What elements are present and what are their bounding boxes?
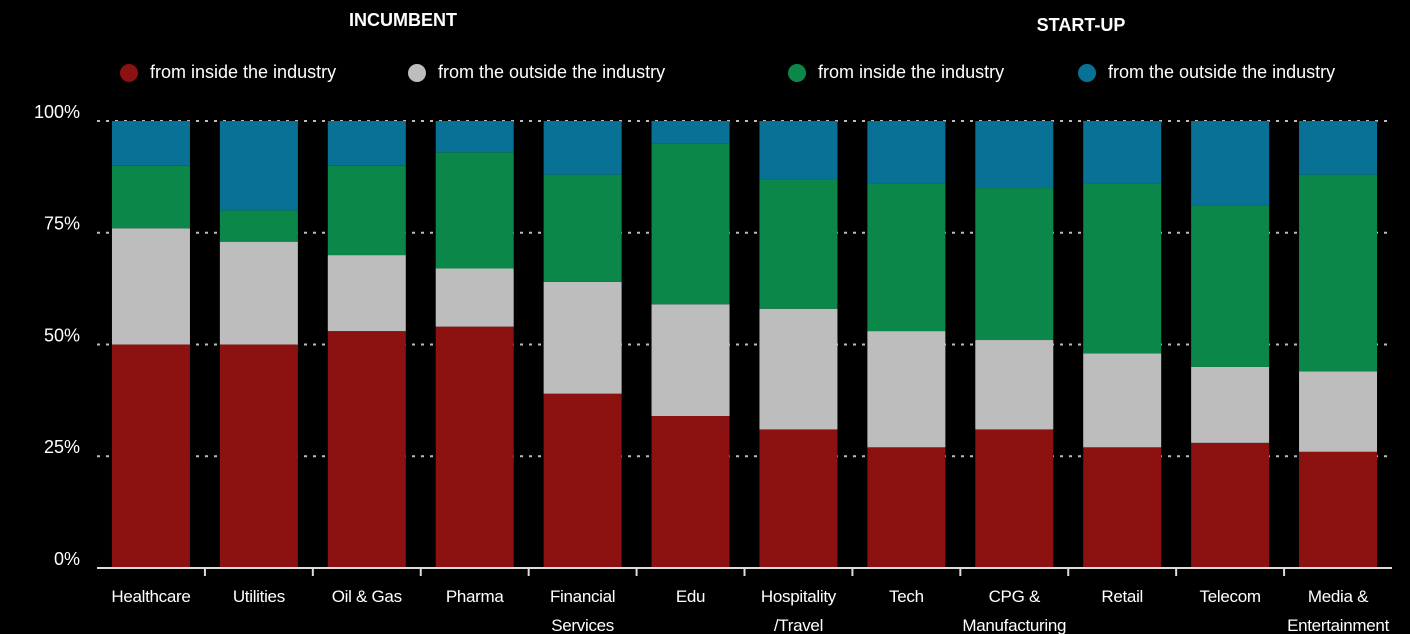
bar-segment — [759, 429, 838, 568]
x-tick-label: Hospitality /Travel — [760, 587, 837, 634]
bar-segment — [975, 429, 1054, 568]
bar-segment — [1191, 121, 1270, 206]
bar-segment — [435, 326, 514, 568]
bar-segment — [651, 304, 730, 417]
bar-segment — [543, 121, 622, 175]
bar-segment — [1299, 451, 1378, 568]
group-title: START-UP — [1037, 15, 1126, 35]
x-tick-label: Oil & Gas — [331, 587, 402, 606]
bar-segment — [435, 268, 514, 327]
bar-segment — [543, 174, 622, 282]
x-tick-label: CPG & Manufacturing — [962, 587, 1067, 634]
x-tick-label: Media & Entertainment — [1287, 587, 1389, 634]
group-title: INCUMBENT — [349, 10, 457, 30]
bar-segment — [219, 121, 298, 211]
y-tick-label: 25% — [44, 437, 80, 457]
y-tick-label: 100% — [34, 102, 80, 122]
bar-segment — [867, 447, 946, 568]
bar-segment — [759, 179, 838, 309]
bar-segment — [219, 344, 298, 568]
bar-segment — [543, 393, 622, 568]
bar-segment — [219, 241, 298, 345]
bar-segment — [219, 210, 298, 242]
bar-segment — [1191, 205, 1270, 367]
bar-segment — [759, 121, 838, 180]
x-tick-label: Pharma — [445, 587, 504, 606]
legend-label: from inside the industry — [150, 62, 336, 82]
bar-segment — [327, 121, 406, 166]
bar-segment — [435, 152, 514, 269]
legend-swatch — [788, 64, 806, 82]
bar-segment — [651, 121, 730, 144]
bar-segment — [111, 344, 190, 568]
legend-label: from inside the industry — [818, 62, 1004, 82]
bar-segment — [327, 255, 406, 332]
x-tick-label: Retail — [1101, 587, 1144, 606]
bar-segment — [651, 416, 730, 568]
bar-segment — [1083, 447, 1162, 568]
x-tick-label: Financial Services — [549, 587, 616, 634]
bar-segment — [975, 121, 1054, 189]
legend-label: from the outside the industry — [438, 62, 665, 82]
bar-segment — [975, 340, 1054, 430]
bar-segment — [1083, 353, 1162, 448]
bar-segment — [1299, 121, 1378, 175]
x-tick-label: Healthcare — [111, 587, 191, 606]
x-tick-label: Tech — [889, 587, 924, 606]
x-tick-label: Utilities — [232, 587, 285, 606]
bar-segment — [111, 165, 190, 229]
bar-segment — [327, 331, 406, 568]
y-tick-label: 75% — [44, 214, 80, 234]
y-tick-label: 50% — [44, 325, 80, 345]
legend-swatch — [120, 64, 138, 82]
bar-segment — [1083, 183, 1162, 354]
bar-segment — [543, 281, 622, 394]
bar-segment — [1083, 121, 1162, 184]
bar-segment — [1299, 371, 1378, 452]
bar-segment — [867, 183, 946, 332]
x-tick-label: Telecom — [1199, 587, 1262, 606]
y-tick-label: 0% — [54, 549, 80, 569]
bar-segment — [867, 121, 946, 184]
legend-label: from the outside the industry — [1108, 62, 1335, 82]
bar-segment — [435, 121, 514, 153]
bar-segment — [867, 331, 946, 448]
bar-segment — [327, 165, 406, 256]
legend-swatch — [408, 64, 426, 82]
bar-segment — [1191, 442, 1270, 568]
bar-segment — [1299, 174, 1378, 372]
bar-segment — [111, 228, 190, 345]
bar-segment — [1191, 366, 1270, 443]
bar-segment — [759, 308, 838, 430]
bar-segment — [111, 121, 190, 166]
bar-segment — [651, 143, 730, 305]
x-tick-label: Edu — [675, 587, 706, 606]
legend-swatch — [1078, 64, 1096, 82]
bar-segment — [975, 188, 1054, 341]
